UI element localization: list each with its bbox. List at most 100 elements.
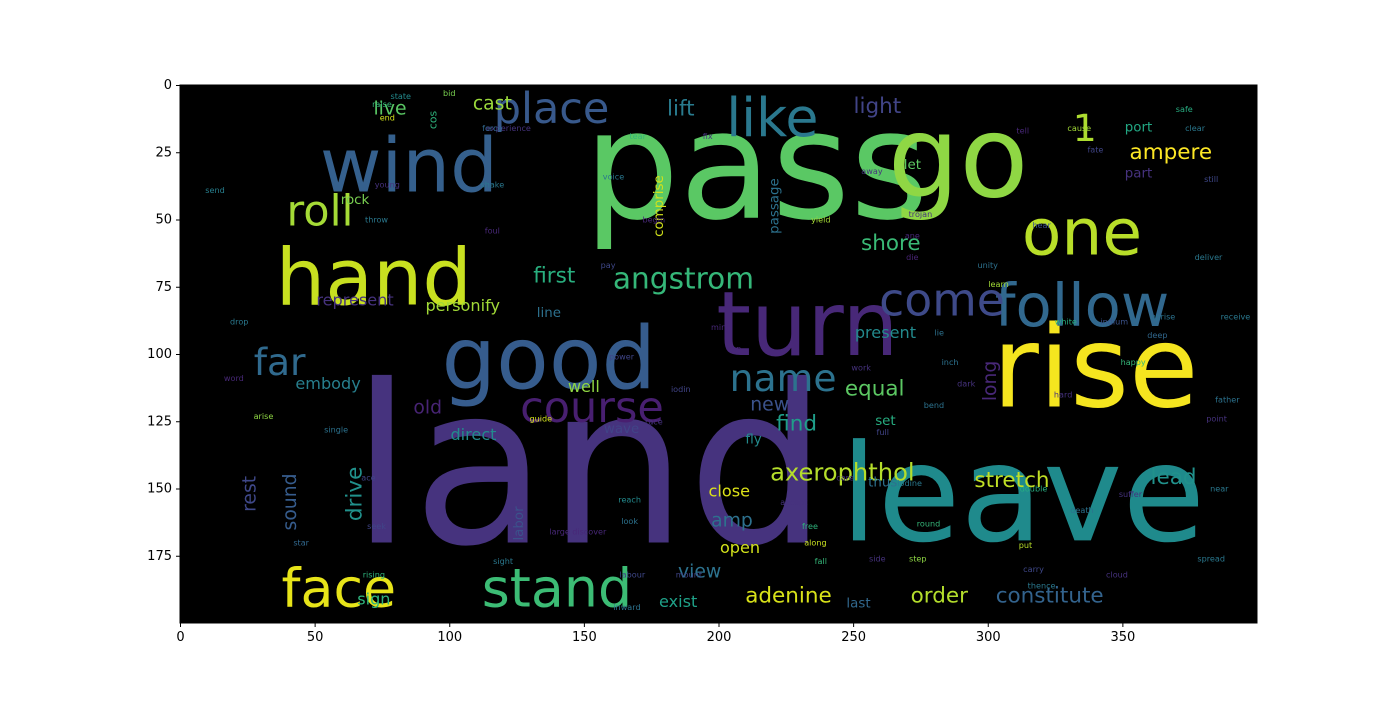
word-step: step xyxy=(909,553,927,563)
word-shake: shake xyxy=(480,180,504,190)
word-angstrom: angstrom xyxy=(613,262,754,296)
word-carry: carry xyxy=(1023,564,1044,574)
x-tick-label: 200 xyxy=(707,630,732,645)
word-top: top xyxy=(728,344,741,354)
word-unity: unity xyxy=(978,260,999,270)
y-tick-label: 125 xyxy=(147,414,172,429)
word-foul: foul xyxy=(485,225,500,235)
word-along: along xyxy=(804,537,826,547)
word-reach: reach xyxy=(618,494,641,504)
word-hear: hear xyxy=(1032,220,1051,230)
y-tick-label: 50 xyxy=(155,213,172,228)
word-well: well xyxy=(568,377,600,396)
word-learn: learn xyxy=(988,279,1009,289)
word-good: good xyxy=(442,309,657,409)
word-experience: experience xyxy=(486,123,531,133)
word-yield: yield xyxy=(811,215,830,225)
word-look: look xyxy=(621,516,638,526)
word-suffer: suffer xyxy=(1119,489,1143,499)
word-accept: accept xyxy=(780,497,807,507)
word-new: new xyxy=(750,395,789,416)
x-tick-label: 250 xyxy=(841,630,866,645)
word-represent: represent xyxy=(316,291,393,310)
word-deliver: deliver xyxy=(1195,252,1223,262)
word-cast: cast xyxy=(473,93,512,114)
word-force: force xyxy=(482,123,502,133)
word-mind: mind xyxy=(711,322,731,332)
word-comprise: comprise xyxy=(652,175,667,237)
word-die: die xyxy=(906,252,918,262)
word-rising: rising xyxy=(363,570,385,580)
word-free: free xyxy=(802,521,818,531)
word-set: set xyxy=(875,414,895,429)
word-drive: drive xyxy=(343,467,368,521)
word-spread: spread xyxy=(1197,553,1225,563)
word-inch: inch xyxy=(942,357,959,367)
word-seek: seek xyxy=(367,521,386,531)
word-turn: turn xyxy=(716,273,898,376)
word-find: find xyxy=(776,411,817,436)
word-still: still xyxy=(1204,174,1218,184)
word-end: end xyxy=(380,112,395,122)
word-side: side xyxy=(869,553,886,563)
word-embody: embody xyxy=(295,374,361,393)
word-place: place xyxy=(494,84,610,134)
word-rock: rock xyxy=(341,193,370,208)
word-care: care xyxy=(836,473,854,483)
word-sight: sight xyxy=(493,556,513,566)
word-last: last xyxy=(846,597,870,612)
word-lie: lie xyxy=(935,327,944,337)
word-order: order xyxy=(911,584,968,609)
y-tick-label: 75 xyxy=(155,280,172,295)
word-line: line xyxy=(537,306,561,321)
word-fly: fly xyxy=(745,433,761,448)
word-word: word xyxy=(224,373,244,383)
word-like: like xyxy=(726,86,818,149)
word-pass: pass xyxy=(584,78,929,254)
word-open: open xyxy=(720,538,760,557)
word-full: full xyxy=(877,427,889,437)
word-amp: amp xyxy=(711,510,753,531)
word-adenine: adenine xyxy=(745,584,832,609)
word-double: double xyxy=(1020,484,1048,494)
word-old: old xyxy=(413,397,442,418)
y-tick-label: 0 xyxy=(164,78,172,93)
word-sound: sound xyxy=(280,473,301,530)
word-near: near xyxy=(1210,484,1229,494)
word-guide: guide xyxy=(529,414,552,424)
x-tick-label: 350 xyxy=(1110,630,1135,645)
word-drop: drop xyxy=(230,317,248,327)
x-tick-label: 50 xyxy=(307,630,324,645)
word-uprise: uprise xyxy=(1150,311,1175,321)
word-labor: labor xyxy=(512,506,527,541)
word-dark: dark xyxy=(957,379,975,389)
word-shore: shore xyxy=(861,231,921,256)
y-tick-label: 25 xyxy=(155,145,172,160)
word-state: state xyxy=(391,91,412,101)
word-present: present xyxy=(855,323,916,342)
word-arise: arise xyxy=(254,411,274,421)
word-go: go xyxy=(888,92,1029,224)
word-power: power xyxy=(609,352,635,362)
word-round: round xyxy=(917,518,941,528)
word-fall: fall xyxy=(815,556,827,566)
word-star: star xyxy=(293,537,309,547)
word-bend: bend xyxy=(924,400,944,410)
y-tick-label: 150 xyxy=(147,482,172,497)
word-ane: ane xyxy=(905,231,920,241)
word-point: point xyxy=(1206,414,1227,424)
word-fix: fix xyxy=(703,131,713,141)
word-labour: labour xyxy=(619,570,645,580)
word-wave: wave xyxy=(604,422,639,437)
word-follow: follow xyxy=(995,271,1170,340)
word-far: far xyxy=(254,340,306,384)
word-mount: mount xyxy=(676,570,702,580)
word-safe: safe xyxy=(1176,104,1193,114)
x-tick-label: 0 xyxy=(176,630,184,645)
word-bid: bid xyxy=(443,88,456,98)
word-tear: tear xyxy=(629,131,646,141)
y-tick-label: 100 xyxy=(147,347,172,362)
x-axis: 0 50 100 150 200 250 300 350 xyxy=(176,623,1135,645)
x-tick-label: 300 xyxy=(976,630,1001,645)
